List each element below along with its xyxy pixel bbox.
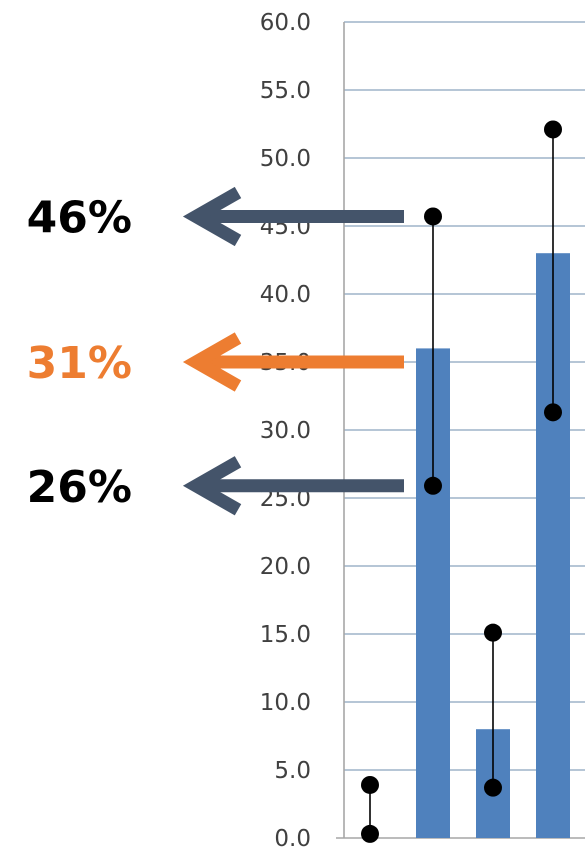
annotation: 31%: [27, 332, 404, 392]
annotations: 46% 31% 26%: [27, 186, 404, 516]
annotation: 46%: [27, 186, 404, 247]
annotation-arrow-head: [182, 186, 242, 247]
annotation-arrow-head: [182, 332, 242, 392]
range-low-point: [361, 824, 379, 843]
range-low-point: [484, 778, 502, 797]
y-tick-label: 50.0: [260, 146, 311, 172]
y-tick-label: 15.0: [260, 622, 311, 648]
range-low-point: [424, 476, 442, 495]
annotation-label: 46%: [27, 192, 132, 243]
range-markers: [361, 120, 562, 843]
y-axis-tick-labels: 0.05.010.015.020.025.030.035.040.045.050…: [260, 10, 311, 850]
range-high-point: [424, 207, 442, 226]
y-tick-label: 10.0: [260, 690, 311, 716]
y-tick-label: 20.0: [260, 554, 311, 580]
range-marker: [544, 120, 562, 422]
range-marker: [361, 775, 379, 843]
y-tick-label: 40.0: [260, 282, 311, 308]
y-tick-label: 60.0: [260, 10, 311, 36]
annotation-label: 26%: [27, 462, 132, 513]
range-low-point: [544, 403, 562, 422]
gridlines: [344, 21, 585, 771]
range-high-point: [361, 775, 379, 794]
y-tick-label: 55.0: [260, 78, 311, 104]
range-marker: [484, 623, 502, 797]
annotation: 26%: [27, 456, 404, 516]
y-tick-label: 30.0: [260, 418, 311, 444]
y-tick-label: 5.0: [274, 758, 311, 784]
range-high-point: [484, 623, 502, 642]
y-tick-label: 0.0: [274, 826, 311, 850]
range-high-point: [544, 120, 562, 139]
range-marker: [424, 207, 442, 495]
annotation-arrow-head: [182, 456, 242, 516]
annotation-label: 31%: [27, 338, 132, 389]
